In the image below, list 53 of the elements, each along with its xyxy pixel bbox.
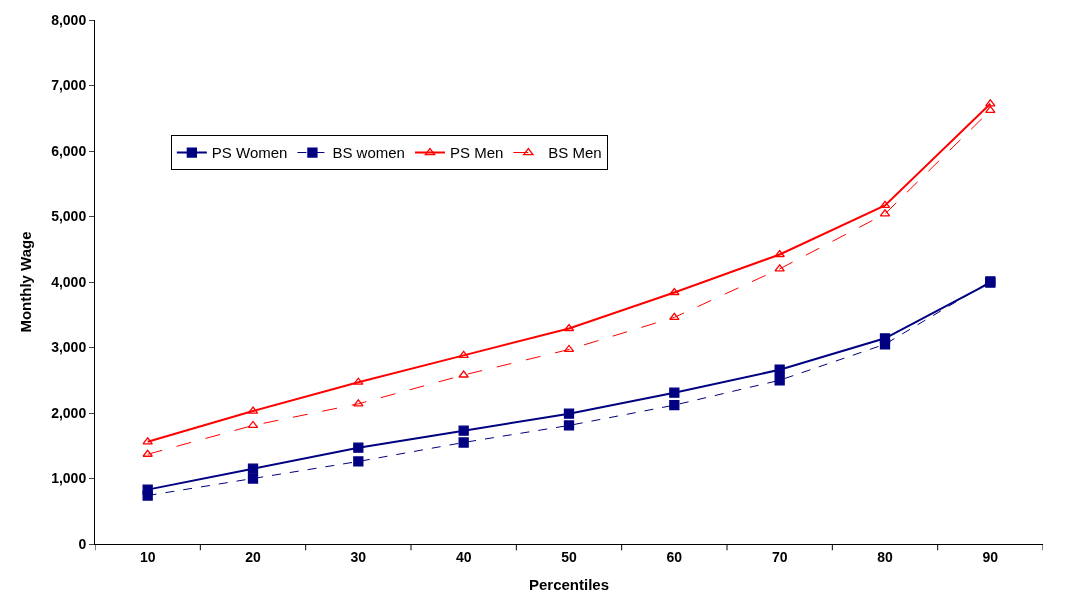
y-tick-label: 1,000 [51,470,87,487]
point [353,456,364,467]
point [353,377,364,385]
point [142,490,153,501]
legend-label: BS women [332,144,405,162]
x-tick-label: 30 [350,548,367,565]
point [985,105,996,114]
legend-label: PS Men [449,144,504,162]
point [985,99,996,107]
x-tick-label: 90 [982,548,999,565]
legend-label: PS Women [211,144,288,162]
point [774,264,785,272]
y-axis-title: Monthly Wage [17,231,35,333]
point [142,449,153,457]
point [353,399,364,407]
legend-label: BS Men [548,144,602,162]
point [669,399,680,411]
y-tick-label: 5,000 [51,208,87,225]
point [353,442,364,453]
point [142,437,153,445]
point [563,408,575,419]
x-tick-label: 70 [771,548,788,565]
point [458,350,469,359]
point [774,364,785,375]
x-tick-label: 60 [666,548,683,565]
x-tick-label: 50 [561,548,577,565]
x-tick-label: 80 [877,548,893,565]
point [458,425,469,436]
y-tick-label: 6,000 [51,142,87,159]
y-tick-label: 8,000 [51,11,87,28]
point [247,473,259,484]
point [879,200,891,209]
point [458,370,469,378]
y-tick-label: 4,000 [51,273,87,290]
y-tick-label: 7,000 [51,77,87,94]
point [247,420,259,429]
point [879,339,891,350]
point [669,387,680,398]
y-tick-label: 2,000 [51,404,87,421]
point [774,375,785,386]
x-tick-label: 20 [245,548,261,565]
point [563,420,575,431]
point [563,323,575,332]
y-tick-label: 3,000 [51,339,87,356]
point [774,249,785,258]
point [669,287,680,296]
x-axis-title: Percentiles [528,575,610,593]
point [669,312,680,321]
y-tick-label: 0 [78,535,87,552]
point [563,344,575,353]
x-tick-label: 10 [139,548,156,565]
x-tick-label: 40 [455,548,472,565]
point [458,437,469,448]
